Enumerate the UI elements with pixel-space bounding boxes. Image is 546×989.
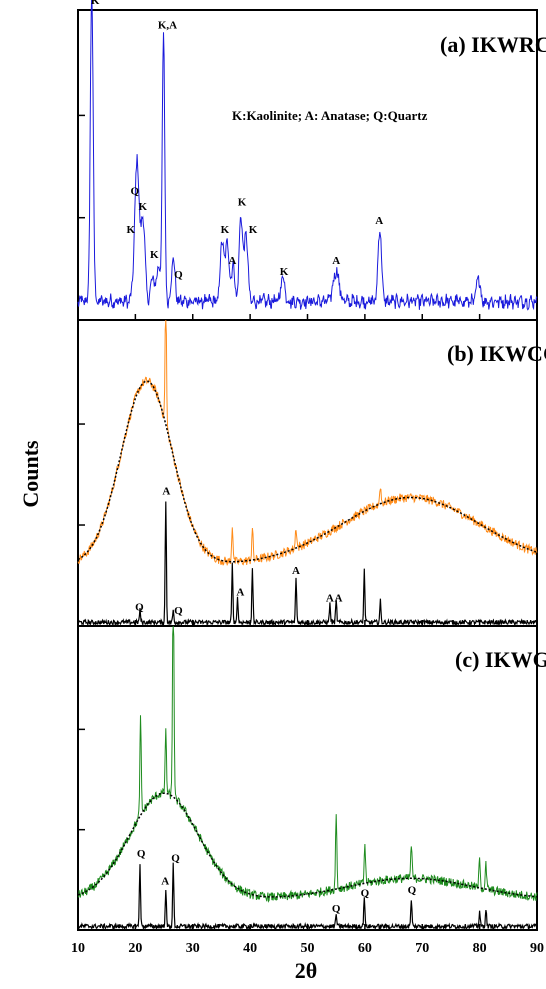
peak-label-IKWCC-0: Q	[135, 602, 144, 614]
peak-label-IKWRC-6: Q	[174, 269, 183, 281]
reference-IKWG	[77, 862, 538, 931]
peak-label-IKWG-3: Q	[332, 903, 341, 915]
peak-label-IKWG-1: A	[161, 875, 169, 887]
peak-label-IKWRC-4: K	[150, 249, 159, 261]
y-axis-title: Counts	[18, 440, 43, 508]
x-tick-label-90: 90	[530, 941, 544, 956]
reference-IKWCC	[77, 501, 538, 627]
series-IKWRC	[77, 0, 538, 311]
x-tick-label-40: 40	[243, 941, 257, 956]
x-tick-label-30: 30	[186, 941, 200, 956]
peak-label-IKWG-4: Q	[361, 888, 370, 900]
peak-label-IKWG-5: Q	[408, 885, 417, 897]
peak-label-IKWCC-1: Q	[174, 605, 183, 617]
fit-curve-IKWG	[77, 792, 537, 898]
peak-label-IKWRC-7: K	[221, 224, 230, 236]
peak-label-IKWRC-12: A	[332, 255, 340, 267]
x-tick-label-80: 80	[473, 941, 487, 956]
series-IKWG	[77, 625, 538, 903]
x-tick-label-60: 60	[358, 941, 372, 956]
x-axis-title: 2θ	[295, 958, 317, 983]
x-tick-label-70: 70	[415, 941, 429, 956]
series-IKWCC	[77, 319, 538, 566]
legend-text: K:Kaolinite; A: Anatase; Q:Quartz	[232, 108, 428, 123]
peak-label-IKWRC-11: K	[280, 266, 289, 278]
x-tick-label-20: 20	[128, 941, 142, 956]
fit-curve-IKWCC	[77, 380, 538, 563]
peak-label-IKWCC-6: A	[335, 593, 343, 605]
x-tick-label-50: 50	[301, 941, 315, 956]
peak-label-IKWG-0: Q	[137, 848, 146, 860]
x-tick-label-10: 10	[71, 941, 85, 956]
peak-label-IKWRC-2: K	[139, 201, 148, 213]
peak-label-IKWRC-13: A	[375, 215, 383, 227]
peak-label-IKWRC-9: K	[238, 196, 247, 208]
peak-label-IKWRC-5: K,A	[158, 20, 177, 32]
panel-a-title: (a) IKWRC	[440, 32, 546, 57]
panel-b-title: (b) IKWCC	[447, 341, 546, 366]
peak-label-IKWCC-5: A	[326, 593, 334, 605]
peak-label-IKWRC-1: Q	[131, 185, 140, 197]
peak-label-IKWRC-0: K	[91, 0, 100, 7]
peak-label-IKWRC-8: A	[228, 255, 236, 267]
peak-label-IKWCC-2: A	[162, 485, 170, 497]
peak-label-IKWRC-3: K	[127, 224, 136, 236]
peak-label-IKWRC-10: K	[249, 224, 258, 236]
panel-c-title: (c) IKWG	[455, 647, 546, 672]
peak-label-IKWCC-4: A	[292, 565, 300, 577]
peak-label-IKWCC-3: A	[236, 586, 244, 598]
peak-label-IKWG-2: Q	[171, 853, 180, 865]
